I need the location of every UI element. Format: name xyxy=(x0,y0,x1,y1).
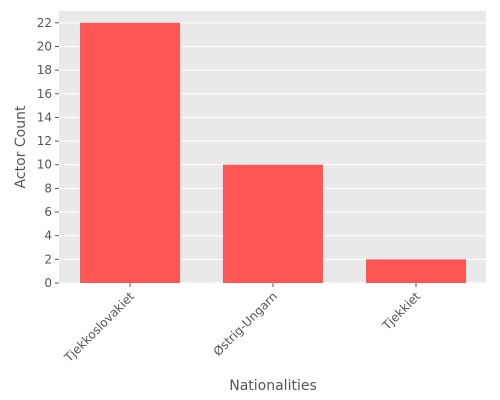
y-axis-ticks: 0 2 4 6 8 10 12 14 16 18 20 22 xyxy=(37,16,59,290)
y-axis-title: Actor Count xyxy=(13,105,29,188)
bar-1 xyxy=(223,164,323,283)
y-tick-label: 10 xyxy=(37,158,52,172)
bars-group xyxy=(80,22,466,284)
y-tick-label: 0 xyxy=(44,276,52,290)
bar-2 xyxy=(366,259,466,283)
x-tick-label: Østrig-Ungarn xyxy=(211,289,281,359)
y-tick-label: 4 xyxy=(44,229,52,243)
y-tick-label: 8 xyxy=(44,181,52,195)
y-tick-label: 14 xyxy=(37,110,52,124)
x-axis-ticks: Tjekkoslovakiet Østrig-Ungarn Tjekkiet xyxy=(61,283,423,365)
y-tick-label: 12 xyxy=(37,134,52,148)
y-tick-label: 18 xyxy=(37,63,52,77)
y-tick-label: 20 xyxy=(37,39,52,53)
bar-0 xyxy=(80,22,180,284)
x-axis-title: Nationalities xyxy=(229,378,317,394)
y-tick-label: 22 xyxy=(37,16,52,30)
x-tick-label: Tjekkoslovakiet xyxy=(61,289,137,365)
y-tick-label: 2 xyxy=(44,252,52,266)
y-tick-label: 16 xyxy=(37,87,52,101)
x-tick-label: Tjekkiet xyxy=(379,289,423,333)
y-tick-label: 6 xyxy=(44,205,52,219)
